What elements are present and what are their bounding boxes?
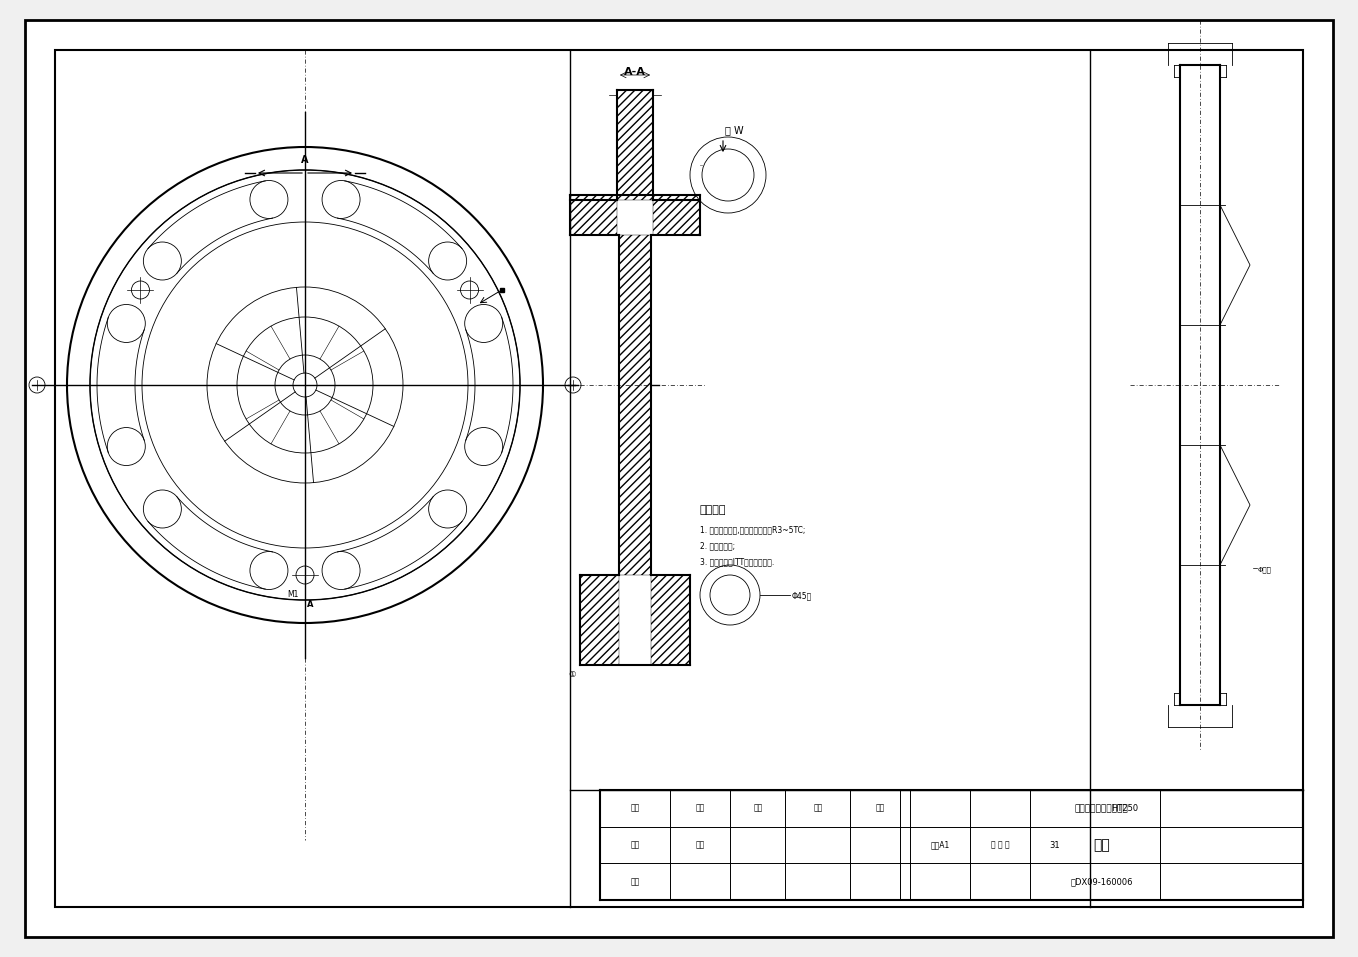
Text: 1. 铸件壁厚一致,铸造圆角不超过R3~5TC;: 1. 铸件壁厚一致,铸造圆角不超过R3~5TC; xyxy=(699,525,805,535)
Bar xyxy=(580,575,619,665)
Text: 图纸A1: 图纸A1 xyxy=(930,840,949,850)
Text: 31: 31 xyxy=(1050,840,1061,850)
Text: Φ九孔: Φ九孔 xyxy=(1258,567,1272,573)
Text: 材料: 材料 xyxy=(754,804,763,812)
Bar xyxy=(619,235,650,575)
Text: ①: ① xyxy=(568,670,576,679)
Text: 共 页 第: 共 页 第 xyxy=(991,840,1009,850)
Text: 河南科技大学毕业设计: 河南科技大学毕业设计 xyxy=(1074,804,1128,812)
Text: Φ45孔: Φ45孔 xyxy=(792,591,812,600)
Text: 3. 表面处理按ITT标准生产加工.: 3. 表面处理按ITT标准生产加工. xyxy=(699,558,774,567)
Text: 设计: 设计 xyxy=(630,840,640,850)
Text: 重量: 重量 xyxy=(876,804,884,812)
Text: 压盘: 压盘 xyxy=(1093,838,1109,852)
Text: 数量: 数量 xyxy=(695,804,705,812)
Text: A: A xyxy=(301,155,308,165)
Text: A-A: A-A xyxy=(625,67,646,77)
Bar xyxy=(653,195,699,235)
Bar xyxy=(617,90,653,200)
Text: 审批: 审批 xyxy=(630,878,640,886)
Bar xyxy=(56,50,1302,907)
Text: 2. 消除内应力;: 2. 消除内应力; xyxy=(699,542,735,550)
Text: 标记: 标记 xyxy=(630,804,640,812)
Text: A: A xyxy=(307,600,314,609)
Bar xyxy=(570,195,617,235)
Text: 技术要求: 技术要求 xyxy=(699,505,727,515)
Text: 图DX09-160006: 图DX09-160006 xyxy=(1070,878,1133,886)
Text: 校核: 校核 xyxy=(695,840,705,850)
Text: 比例: 比例 xyxy=(813,804,823,812)
Text: HT250: HT250 xyxy=(1111,804,1138,812)
Text: M1: M1 xyxy=(288,590,299,599)
Bar xyxy=(650,575,690,665)
Text: 向 W: 向 W xyxy=(725,125,744,135)
